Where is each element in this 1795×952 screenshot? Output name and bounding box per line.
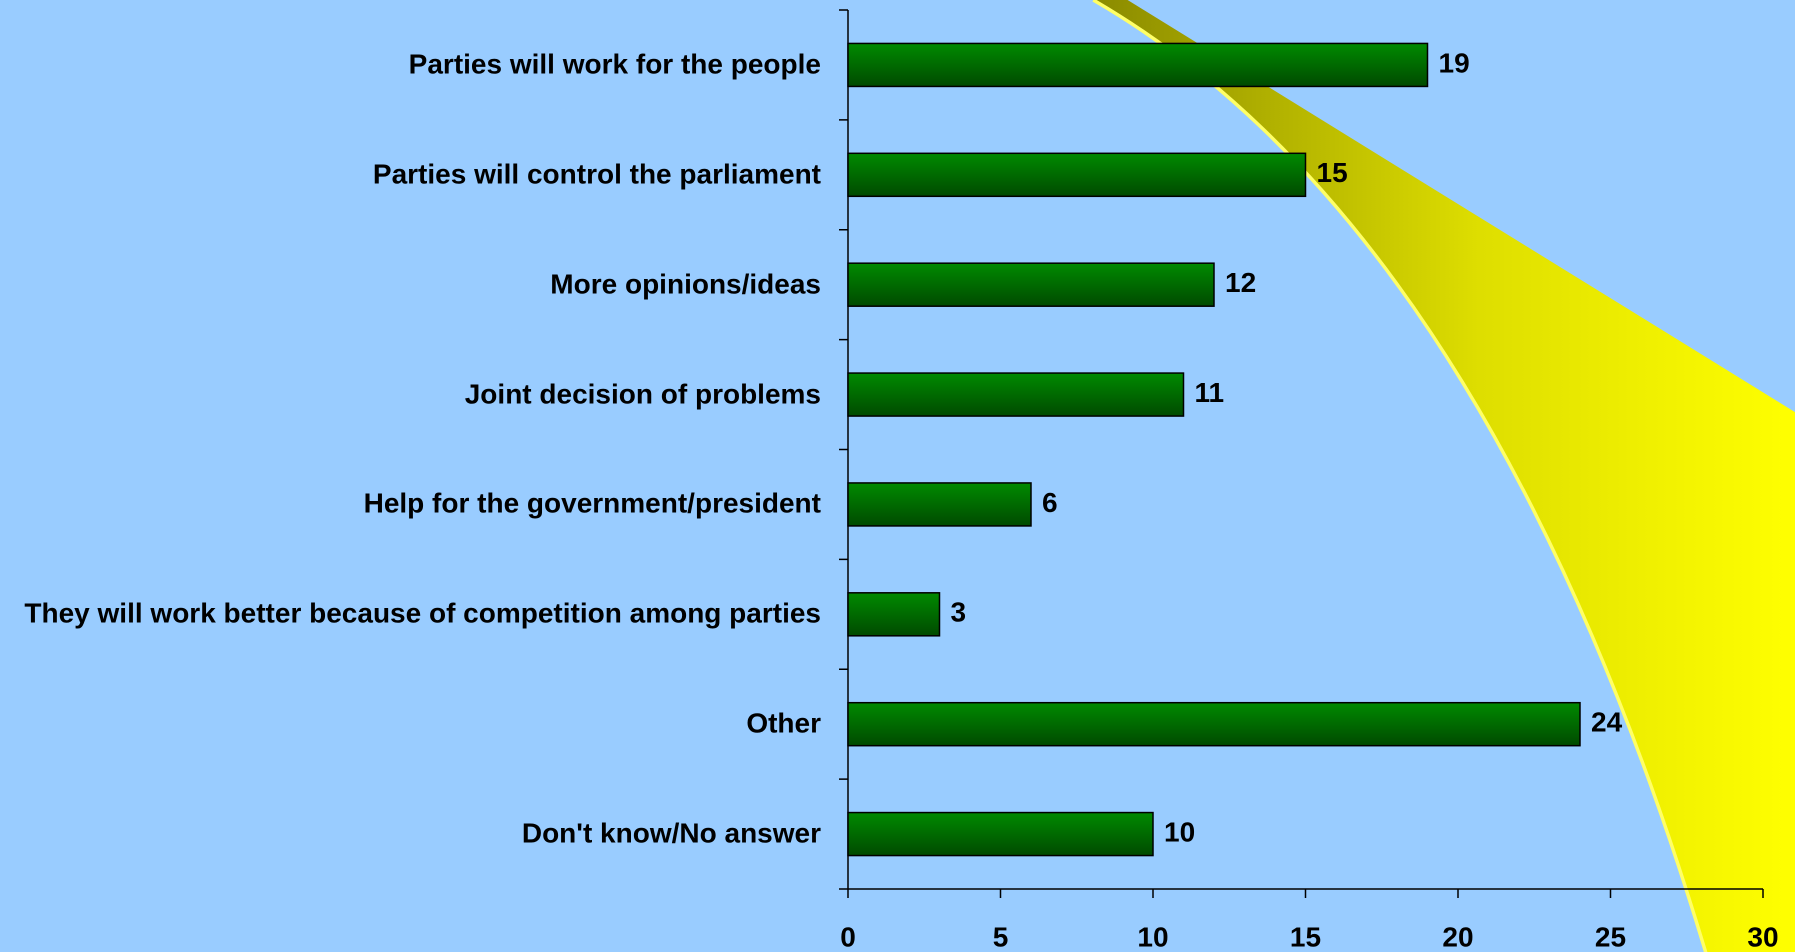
- category-label: Joint decision of problems: [464, 378, 821, 410]
- category-label: More opinions/ideas: [550, 268, 821, 300]
- value-label: 12: [1225, 267, 1256, 298]
- category-label: Help for the government/president: [363, 488, 821, 520]
- x-tick-label: 0: [840, 921, 856, 952]
- bar: [847, 811, 1154, 857]
- category-label: Parties will work for the people: [408, 48, 821, 80]
- value-label: 3: [951, 597, 967, 628]
- x-tick-label: 5: [993, 921, 1009, 952]
- value-label: 11: [1195, 377, 1225, 408]
- value-label: 6: [1042, 487, 1058, 518]
- category-label: Don't know/No answer: [521, 817, 821, 849]
- decoration: [1092, 0, 1795, 952]
- category-label: They will work better because of competi…: [24, 598, 821, 630]
- x-tick-label: 20: [1442, 921, 1473, 952]
- value-label: 19: [1439, 47, 1470, 78]
- bar: [847, 701, 1581, 747]
- x-tick-label: 25: [1595, 921, 1626, 952]
- bar: [847, 262, 1215, 307]
- bar: [847, 42, 1429, 88]
- value-label: 15: [1317, 157, 1348, 188]
- bar: [847, 372, 1185, 417]
- x-tick-label: 30: [1747, 921, 1778, 952]
- category-label: Parties will control the parliament: [372, 158, 821, 190]
- bar: [847, 592, 941, 637]
- bar: [847, 152, 1307, 198]
- x-tick-label: 15: [1290, 921, 1321, 952]
- category-label: Other: [746, 707, 821, 739]
- value-label: 10: [1164, 816, 1195, 847]
- plot-area: 0 5 10 15 20 25 30 19 15 12 11 6 3 24 10: [839, 9, 1779, 952]
- bar: [847, 482, 1032, 527]
- x-tick-label: 10: [1137, 921, 1168, 952]
- value-label: 24: [1591, 707, 1623, 738]
